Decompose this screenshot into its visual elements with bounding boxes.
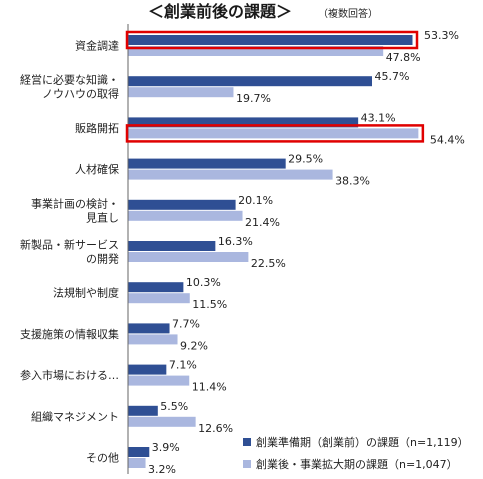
chart-subtitle: （複数回答） [318, 7, 378, 20]
category-label: 経営に必要な知識・ [20, 73, 119, 87]
bar-pre-startup [128, 158, 286, 169]
category-label: の開発 [86, 252, 119, 266]
highlight-boxes [125, 30, 425, 143]
value-label-pre: 7.7% [172, 317, 200, 330]
value-label-post: 9.2% [180, 339, 208, 352]
value-label-pre: 7.1% [169, 359, 197, 372]
value-label-post: 11.4% [192, 381, 227, 394]
category-label: 人材確保 [75, 162, 119, 176]
bar-post-startup [128, 375, 190, 386]
bar-post-startup [128, 210, 243, 221]
value-label-pre: 10.3% [186, 276, 221, 289]
value-labels: 53.3%47.8% 45.7% 19.7% 43.1% 54.4% 29.5% 38.3%… [148, 29, 465, 476]
bar-pre-startup [128, 199, 236, 210]
chart-title: ＜創業前後の課題＞ [148, 2, 292, 21]
bar-post-startup [128, 458, 146, 468]
bar-pre-startup [128, 241, 216, 251]
bar-pre-startup [128, 447, 150, 457]
category-labels: 資金調達経営に必要な知識・ノウハウの取得販路開拓人材確保事業計画の検討・見直し新… [20, 39, 119, 465]
bar-post-startup [128, 416, 196, 427]
category-label: ノウハウの取得 [42, 88, 119, 101]
legend: 創業準備期（創業前）の課題（n=1,119） 創業後・事業拡大期の課題（n=1,… [243, 435, 469, 471]
value-label-pre: 5.5% [160, 400, 188, 413]
legend-swatch-pre [243, 438, 251, 446]
legend-label-pre: 創業準備期（創業前）の課題（n=1,119） [256, 435, 469, 449]
value-label-pre: 20.1% [238, 194, 273, 207]
category-label: 法規制や制度 [53, 286, 119, 300]
value-label-post: 54.4% [430, 133, 465, 146]
bar-post-startup [128, 334, 178, 345]
value-label-pre: 43.1% [361, 111, 396, 124]
bar-post-startup [128, 169, 333, 180]
value-label-pre: 3.9% [152, 441, 180, 454]
bar-pre-startup [128, 76, 373, 87]
bar-post-startup [128, 252, 249, 262]
bar-post-startup [128, 128, 419, 139]
value-label-post: 38.3% [335, 175, 370, 188]
value-label-post: 47.8% [386, 51, 421, 64]
bar-post-startup [128, 46, 384, 56]
value-label-post: 22.5% [251, 257, 286, 270]
bars-group [128, 35, 419, 468]
value-label-post: 12.6% [198, 422, 233, 435]
highlight-box [125, 30, 419, 50]
highlight-box [125, 124, 425, 143]
value-label-post: 3.2% [148, 463, 176, 476]
bar-pre-startup [128, 405, 158, 416]
bar-post-startup [128, 293, 190, 304]
bar-pre-startup [128, 282, 184, 293]
category-label: 事業計画の検討・ [31, 196, 119, 210]
legend-swatch-post [243, 460, 251, 468]
category-label: 参入市場における… [20, 368, 119, 382]
value-label-pre: 45.7% [375, 70, 410, 83]
value-label-pre: 16.3% [218, 235, 253, 248]
category-label: 資金調達 [75, 39, 119, 53]
bar-pre-startup [128, 364, 167, 375]
category-label: 販路開拓 [75, 121, 119, 135]
bar-pre-startup [128, 323, 170, 334]
value-label-pre: 53.3% [424, 29, 459, 42]
category-label: その他 [86, 452, 119, 465]
value-label-post: 11.5% [192, 298, 227, 311]
bar-pre-startup [128, 117, 359, 128]
bar-post-startup [128, 87, 234, 98]
value-label-post: 21.4% [245, 216, 280, 229]
legend-label-post: 創業後・事業拡大期の課題（n=1,047） [256, 457, 458, 471]
bar-pre-startup [128, 35, 413, 45]
value-label-post: 19.7% [236, 92, 271, 105]
category-label: 見直し [86, 210, 119, 224]
category-label: 支援施策の情報収集 [20, 327, 119, 341]
value-label-pre: 29.5% [288, 153, 323, 166]
category-label: 新製品・新サービス [20, 238, 119, 252]
category-label: 組織マネジメント [31, 410, 119, 423]
